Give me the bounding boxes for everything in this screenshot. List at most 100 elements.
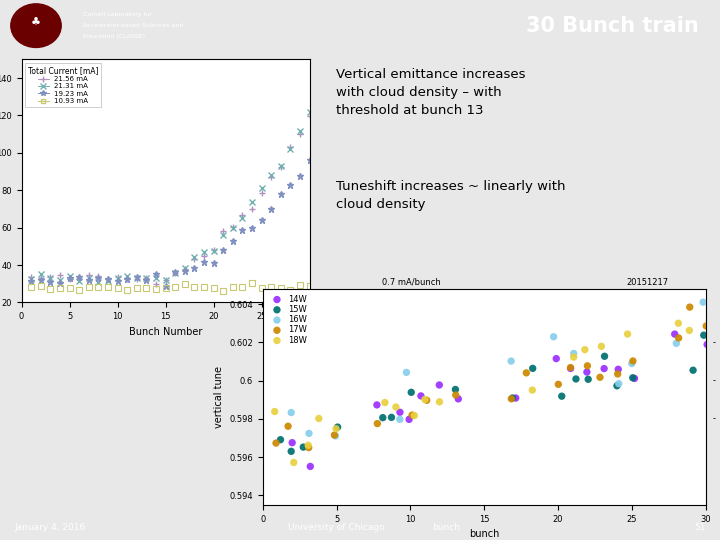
17W: [673, 334, 685, 342]
10.93 mA: [113, 285, 122, 291]
10.93 mA: [123, 287, 132, 293]
X-axis label: bunch: bunch: [469, 529, 500, 539]
19.23 mA: [161, 283, 170, 289]
Text: 0.7 mA/bunch: 0.7 mA/bunch: [382, 278, 441, 287]
21.31 mA: [142, 275, 150, 281]
21.31 mA: [199, 249, 208, 255]
21.31 mA: [257, 185, 266, 191]
15W: [450, 385, 462, 394]
21.31 mA: [75, 278, 84, 284]
10.93 mA: [276, 284, 285, 291]
19.23 mA: [84, 277, 93, 284]
17W: [564, 363, 576, 372]
18W: [526, 386, 538, 394]
18W: [379, 398, 391, 407]
17W: [582, 361, 593, 370]
19.23 mA: [94, 274, 103, 281]
15W: [332, 423, 343, 431]
19.23 mA: [55, 279, 64, 286]
18W: [622, 330, 634, 339]
14W: [581, 368, 593, 376]
21.31 mA: [219, 232, 228, 238]
15W: [377, 413, 389, 422]
21.31 mA: [161, 276, 170, 283]
21.56 mA: [75, 275, 84, 282]
17W: [406, 411, 418, 420]
Text: January 4, 2016: January 4, 2016: [14, 523, 86, 531]
18W: [288, 458, 300, 467]
15W: [688, 366, 699, 375]
15W: [527, 364, 539, 373]
21.56 mA: [113, 274, 122, 280]
16W: [568, 349, 580, 358]
21.56 mA: [276, 164, 285, 171]
21.56 mA: [190, 256, 199, 262]
19.23 mA: [190, 265, 199, 271]
18W: [672, 319, 684, 328]
14W: [598, 364, 610, 373]
10.93 mA: [75, 287, 84, 293]
14W: [551, 354, 562, 363]
19.23 mA: [276, 191, 285, 197]
18W: [419, 395, 431, 404]
19.23 mA: [152, 271, 161, 277]
16W: [303, 429, 315, 438]
21.56 mA: [181, 266, 189, 273]
19.23 mA: [171, 269, 179, 275]
21.56 mA: [228, 224, 237, 231]
10.93 mA: [210, 285, 218, 291]
15W: [297, 443, 309, 451]
10.93 mA: [248, 280, 256, 286]
Text: Tuneshift increases ~ linearly with
cloud density: Tuneshift increases ~ linearly with clou…: [336, 180, 566, 211]
21.31 mA: [228, 225, 237, 231]
21.31 mA: [46, 275, 55, 281]
21.31 mA: [37, 271, 45, 277]
19.23 mA: [305, 157, 314, 164]
10.93 mA: [228, 284, 237, 291]
10.93 mA: [219, 288, 228, 294]
17W: [594, 373, 606, 382]
14W: [415, 392, 427, 400]
21.56 mA: [46, 273, 55, 280]
21.56 mA: [55, 272, 64, 278]
10.93 mA: [152, 286, 161, 292]
10.93 mA: [296, 282, 305, 288]
17W: [303, 443, 315, 452]
17W: [552, 380, 564, 389]
16W: [548, 333, 559, 341]
19.23 mA: [210, 260, 218, 266]
21.56 mA: [267, 174, 276, 180]
Legend: 14W, 15W, 16W, 17W, 18W: 14W, 15W, 16W, 17W, 18W: [267, 293, 308, 346]
10.93 mA: [190, 284, 199, 291]
Text: 51: 51: [694, 523, 706, 531]
Ellipse shape: [11, 4, 61, 48]
10.93 mA: [104, 284, 112, 291]
17W: [450, 390, 462, 399]
14W: [305, 462, 316, 471]
10.93 mA: [55, 285, 64, 291]
Text: 20151217: 20151217: [626, 278, 668, 287]
Text: 30 Bunch train: 30 Bunch train: [526, 16, 698, 36]
X-axis label: Bunch Number: Bunch Number: [129, 327, 202, 336]
10.93 mA: [94, 284, 103, 290]
21.56 mA: [257, 190, 266, 197]
17W: [521, 368, 532, 377]
19.23 mA: [66, 275, 74, 281]
Text: -: -: [713, 376, 716, 385]
21.56 mA: [305, 113, 314, 120]
10.93 mA: [181, 281, 189, 287]
21.31 mA: [123, 273, 132, 280]
19.23 mA: [181, 268, 189, 274]
21.31 mA: [132, 274, 141, 281]
18W: [313, 414, 325, 423]
19.23 mA: [142, 277, 150, 284]
18W: [595, 342, 607, 350]
19.23 mA: [296, 173, 305, 179]
21.56 mA: [37, 275, 45, 282]
10.93 mA: [161, 285, 170, 291]
Text: University of Chicago: University of Chicago: [288, 523, 384, 531]
17W: [505, 395, 517, 403]
10.93 mA: [27, 284, 35, 291]
21.31 mA: [94, 279, 103, 286]
Text: ♣: ♣: [31, 18, 41, 28]
